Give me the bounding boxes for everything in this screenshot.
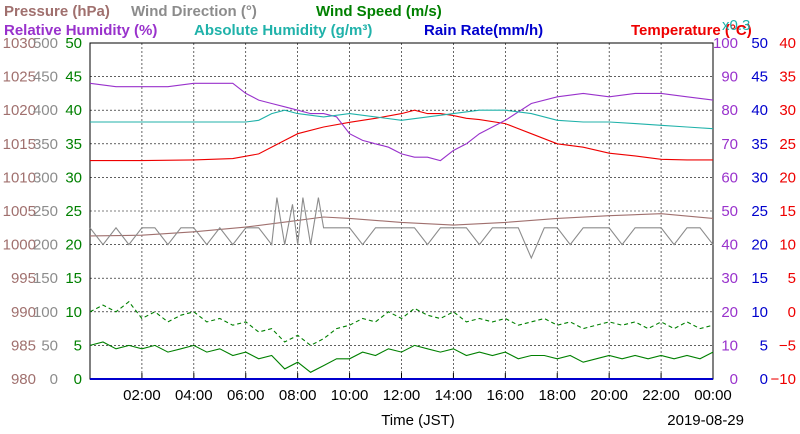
legend-wind-speed-m-s: Wind Speed (m/s)	[316, 3, 442, 20]
x-tick-label: 14:00	[435, 387, 473, 404]
y-tick-humidity: 50	[721, 203, 738, 220]
y-tick-pressure: 995	[11, 270, 36, 287]
y-tick-pressure: 985	[11, 337, 36, 354]
y-tick-temperature: 20	[779, 169, 796, 186]
y-tick-wind-speed: 25	[65, 203, 82, 220]
y-tick-humidity: 20	[721, 304, 738, 321]
x-tick-label: 02:00	[123, 387, 161, 404]
y-tick-temperature: 25	[779, 136, 796, 153]
x-tick-label: 20:00	[590, 387, 628, 404]
y-tick-wind-speed: 40	[65, 102, 82, 119]
y-tick-wind-direction: 350	[33, 136, 58, 153]
y-tick-rain-rate: 25	[751, 203, 768, 220]
x-axis-label: Time (JST)	[381, 412, 455, 429]
y-tick-wind-speed: 5	[74, 337, 82, 354]
y-tick-humidity: 10	[721, 337, 738, 354]
y-tick-wind-direction: 200	[33, 237, 58, 254]
y-tick-humidity: 60	[721, 169, 738, 186]
date-label: 2019-08-29	[667, 412, 744, 429]
y-tick-wind-speed: 0	[74, 371, 82, 388]
y-tick-wind-direction: 300	[33, 169, 58, 186]
y-tick-temperature: 0	[788, 304, 796, 321]
y-tick-temperature: 30	[779, 102, 796, 119]
series-relative-humidity	[89, 82, 714, 162]
y-tick-wind-speed: 30	[65, 169, 82, 186]
x-tick-label: 06:00	[227, 387, 265, 404]
y-tick-temperature: 10	[779, 237, 796, 254]
y-tick-wind-direction: 150	[33, 270, 58, 287]
y-tick-rain-rate: 35	[751, 136, 768, 153]
y-tick-rain-rate: 30	[751, 169, 768, 186]
y-tick-wind-direction: 450	[33, 69, 58, 86]
y-tick-rain-rate: 15	[751, 270, 768, 287]
y-tick-rain-rate: 0	[760, 371, 768, 388]
x-tick-label: 18:00	[538, 387, 576, 404]
series-wind-speed-max	[89, 300, 714, 347]
x-tick-label: 04:00	[175, 387, 213, 404]
y-tick-humidity: 30	[721, 270, 738, 287]
y-tick-wind-speed: 35	[65, 136, 82, 153]
legend-temperature-c: Temperature (°C)	[631, 22, 752, 39]
series-wind-direction	[89, 197, 714, 260]
ah-multiplier: x0.3	[722, 17, 750, 34]
y-tick-temperature: 15	[779, 203, 796, 220]
y-tick-wind-direction: 400	[33, 102, 58, 119]
x-tick-label: 22:00	[642, 387, 680, 404]
x-tick-label: 00:00	[694, 387, 732, 404]
y-tick-rain-rate: 20	[751, 237, 768, 254]
y-tick-temperature: −5	[779, 337, 796, 354]
legend-relative-humidity: Relative Humidity (%)	[4, 22, 157, 39]
series-temperature	[90, 109, 713, 162]
y-tick-wind-speed: 20	[65, 237, 82, 254]
y-tick-wind-speed: 15	[65, 270, 82, 287]
y-tick-wind-speed: 50	[65, 35, 82, 52]
y-tick-wind-direction: 500	[33, 35, 58, 52]
y-tick-rain-rate: 5	[760, 337, 768, 354]
y-tick-rain-rate: 40	[751, 102, 768, 119]
legend-pressure-hpa: Pressure (hPa)	[4, 3, 110, 20]
legend-rain-rate-mm-h: Rain Rate(mm/h)	[424, 22, 543, 39]
x-tick-label: 16:00	[487, 387, 525, 404]
x-tick-label: 10:00	[331, 387, 369, 404]
y-tick-pressure: 990	[11, 304, 36, 321]
y-tick-wind-direction: 50	[41, 337, 58, 354]
y-tick-humidity: 100	[713, 35, 738, 52]
legend-wind-direction: Wind Direction (°)	[131, 3, 257, 20]
series-wind-speed-avg	[89, 341, 714, 373]
y-tick-rain-rate: 10	[751, 304, 768, 321]
y-tick-humidity: 0	[730, 371, 738, 388]
y-tick-humidity: 40	[721, 237, 738, 254]
y-tick-wind-direction: 250	[33, 203, 58, 220]
series-pressure	[89, 213, 714, 237]
y-tick-temperature: 40	[779, 35, 796, 52]
y-tick-rain-rate: 50	[751, 35, 768, 52]
y-tick-temperature: −10	[771, 371, 796, 388]
y-tick-humidity: 80	[721, 102, 738, 119]
y-tick-temperature: 5	[788, 270, 796, 287]
y-tick-pressure: 980	[11, 371, 36, 388]
y-tick-pressure: 1005	[3, 203, 36, 220]
x-tick-label: 08:00	[279, 387, 317, 404]
y-tick-wind-direction: 0	[50, 371, 58, 388]
series-absolute-humidity	[90, 109, 714, 130]
y-tick-pressure: 1010	[3, 169, 36, 186]
y-tick-humidity: 70	[721, 136, 738, 153]
y-tick-pressure: 1015	[3, 136, 36, 153]
y-tick-pressure: 1030	[3, 35, 36, 52]
y-tick-pressure: 1025	[3, 69, 36, 86]
x-tick-label: 12:00	[383, 387, 421, 404]
y-tick-wind-direction: 100	[33, 304, 58, 321]
y-tick-wind-speed: 45	[65, 69, 82, 86]
y-tick-pressure: 1020	[3, 102, 36, 119]
y-tick-pressure: 1000	[3, 237, 36, 254]
y-tick-wind-speed: 10	[65, 304, 82, 321]
y-tick-temperature: 35	[779, 69, 796, 86]
y-tick-humidity: 90	[721, 69, 738, 86]
y-tick-rain-rate: 45	[751, 69, 768, 86]
legend-absolute-humidity-g-m: Absolute Humidity (g/m³)	[194, 22, 372, 39]
